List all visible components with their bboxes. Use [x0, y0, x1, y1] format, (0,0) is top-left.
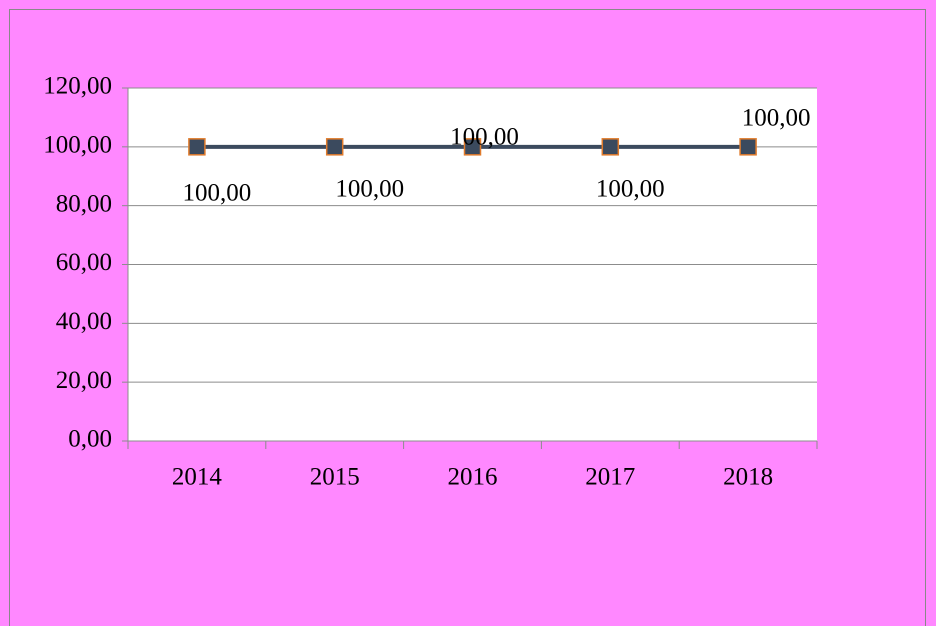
marker	[601, 138, 620, 156]
data-label: 100,00	[450, 124, 519, 151]
x-tick-label: 2015	[310, 464, 360, 491]
y-tick-label: 40,00	[56, 308, 112, 335]
y-tick-label: 60,00	[56, 249, 112, 276]
marker	[325, 138, 344, 156]
y-tick-label: 20,00	[56, 367, 112, 394]
y-tick-label: 120,00	[43, 73, 112, 100]
data-label: 100,00	[596, 176, 665, 203]
data-label: 100,00	[742, 105, 811, 132]
x-tick-label: 2014	[172, 464, 223, 491]
marker	[739, 138, 757, 156]
marker	[463, 138, 482, 156]
x-tick-label: 2017	[585, 464, 635, 491]
y-tick-label: 0,00	[68, 426, 112, 453]
y-tick-label: 100,00	[43, 132, 112, 159]
data-label: 100,00	[183, 180, 252, 207]
marker	[188, 138, 206, 156]
y-tick-label: 80,00	[56, 190, 112, 217]
x-tick-label: 2018	[723, 464, 773, 491]
data-label: 100,00	[335, 176, 404, 203]
x-tick-label: 2016	[448, 464, 498, 491]
